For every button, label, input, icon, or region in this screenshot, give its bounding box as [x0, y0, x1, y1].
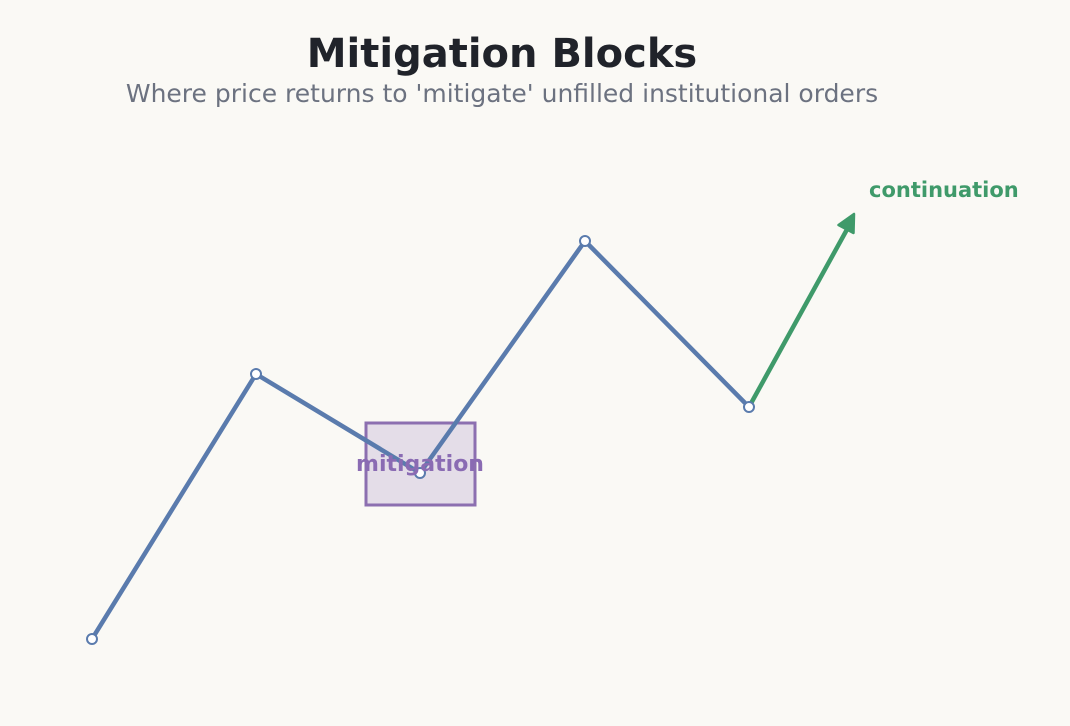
continuation-arrow — [746, 221, 853, 410]
swing-point-mitigation-low — [414, 467, 426, 479]
page-title: Mitigation Blocks — [306, 31, 698, 77]
mitigation-label: mitigation — [356, 452, 484, 477]
continuation-arrowhead — [837, 212, 856, 235]
swing-point-high-2 — [579, 235, 591, 247]
continuation-label: continuation — [869, 178, 1019, 202]
swing-point-retest-low — [743, 401, 755, 413]
swing-point-high-1 — [250, 368, 262, 380]
page-subtitle: Where price returns to 'mitigate' unfill… — [125, 79, 879, 108]
mitigation-zone-box — [364, 421, 477, 507]
swing-point-start — [86, 633, 98, 645]
